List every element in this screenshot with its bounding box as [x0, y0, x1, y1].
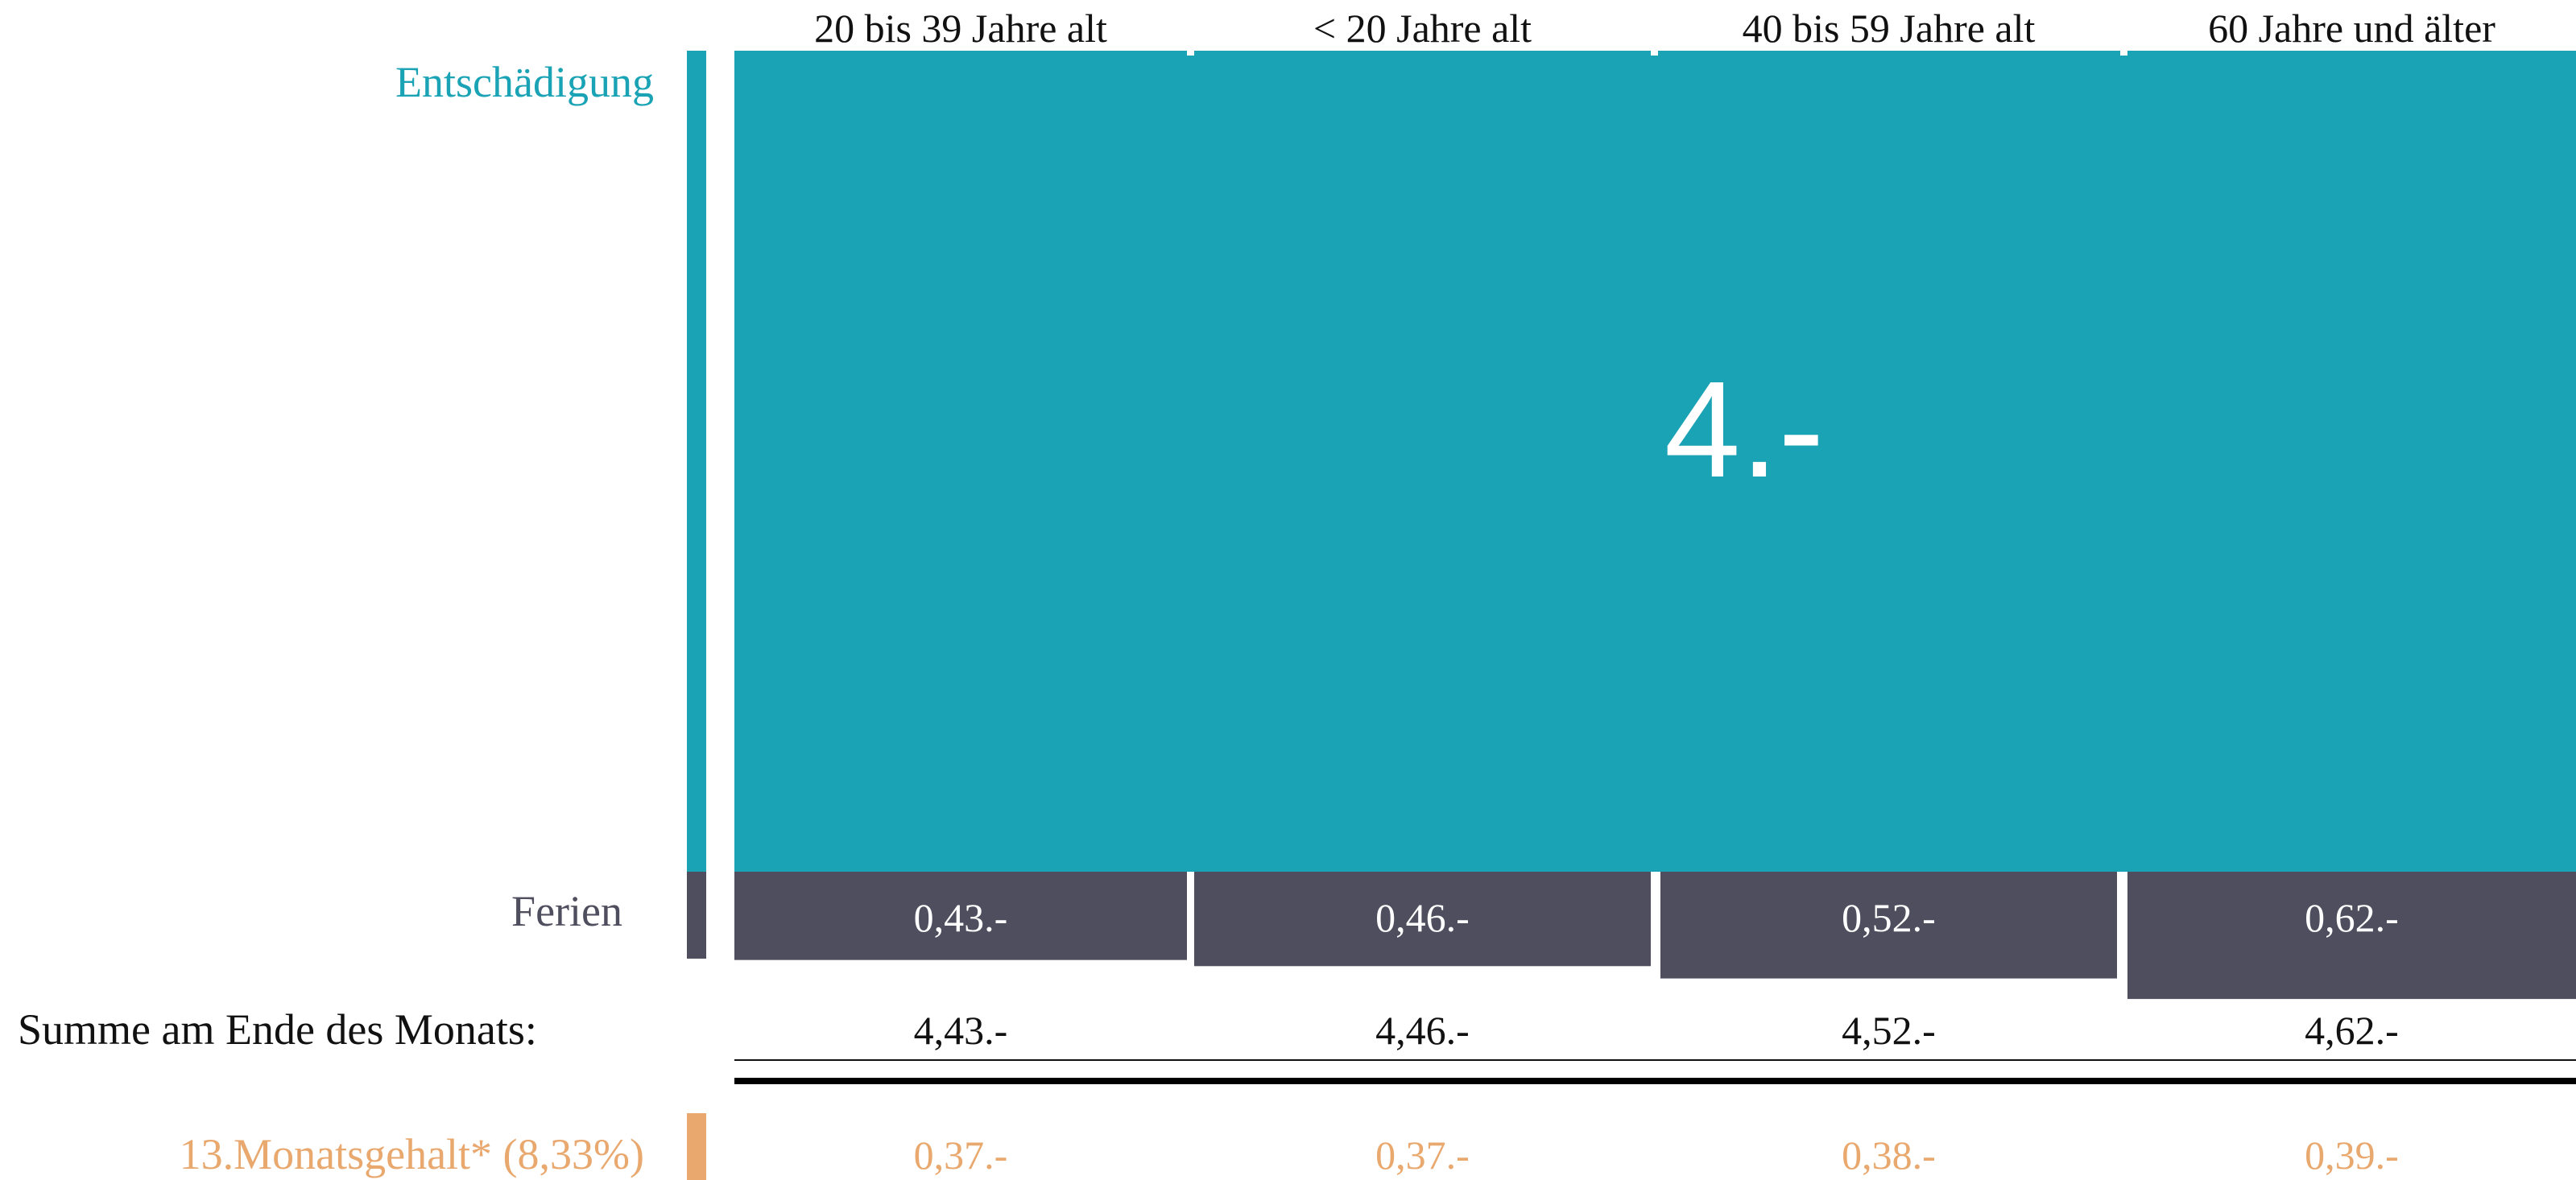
sum-value: 4,43.- [914, 1008, 1008, 1053]
ferien-label: Ferien [511, 887, 622, 935]
sum-divider-thin [734, 1059, 2576, 1061]
column-gap [1651, 51, 1658, 56]
monatsgehalt-value: 0,37.- [914, 1133, 1008, 1178]
ferien-value-label: 0,62.- [2305, 895, 2399, 940]
column-gap [2120, 51, 2127, 56]
ferien-bar [734, 872, 1187, 960]
sum-value: 4,62.- [2305, 1008, 2399, 1053]
ferien-value-label: 0,46.- [1375, 895, 1470, 940]
sum-divider-thick [734, 1078, 2576, 1084]
ferien-legend-bar [687, 872, 706, 959]
sum-row-label: Summe am Ende des Monats: [18, 1005, 537, 1054]
sum-value: 4,52.- [1842, 1008, 1936, 1053]
column-gap [1187, 51, 1194, 56]
monatsgehalt-label: 13.Monatsgehalt* (8,33%) [180, 1130, 644, 1178]
entschaedigung-value-label: 4.- [1664, 353, 1824, 506]
entschaedigung-bar [734, 51, 2576, 872]
sum-value: 4,46.- [1375, 1008, 1470, 1053]
ferien-bar [1194, 872, 1651, 967]
ferien-bar [1660, 872, 2117, 979]
category-header: 20 bis 39 Jahre alt [814, 6, 1107, 51]
entschaedigung-label: Entschädigung [395, 58, 654, 106]
monatsgehalt-value: 0,39.- [2305, 1133, 2399, 1178]
ferien-bar [2127, 872, 2576, 1000]
monatsgehalt-value: 0,38.- [1842, 1133, 1936, 1178]
category-header: 40 bis 59 Jahre alt [1743, 6, 2036, 51]
ferien-value-label: 0,52.- [1842, 895, 1936, 940]
entschaedigung-legend-bar [687, 51, 706, 872]
monatsgehalt-value: 0,37.- [1375, 1133, 1470, 1178]
category-header: 60 Jahre und älter [2208, 6, 2495, 51]
category-header: < 20 Jahre alt [1313, 6, 1532, 51]
ferien-value-label: 0,43.- [914, 895, 1008, 940]
monatsgehalt-legend-bar [687, 1113, 706, 1180]
